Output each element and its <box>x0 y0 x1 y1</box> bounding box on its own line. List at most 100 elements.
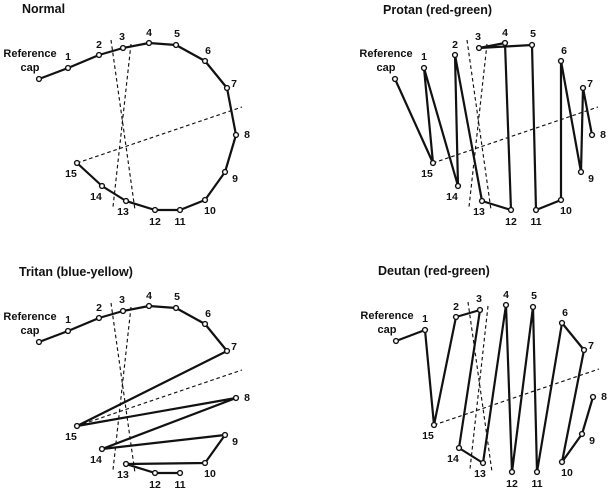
cap-number-label-9: 9 <box>232 436 238 448</box>
cap-number-label-15: 15 <box>422 430 434 442</box>
cap-number-label-3: 3 <box>476 293 482 305</box>
cap-marker-14 <box>454 182 462 190</box>
cap-number-label-2: 2 <box>96 302 102 314</box>
cap-marker-11 <box>176 206 184 214</box>
confusion-axis-line-3 <box>112 43 132 208</box>
confusion-axis-line-1 <box>76 369 243 427</box>
cap-marker-15 <box>430 421 438 429</box>
cap-marker-6 <box>201 57 209 65</box>
reference-cap-label-line2: cap <box>21 62 40 74</box>
panel-deutan: 123 4 56789101112131415ReferencecapDeutan … <box>360 264 607 490</box>
cap-number-label-6: 6 <box>562 307 568 319</box>
cap-number-label-10: 10 <box>204 468 216 480</box>
reference-cap-label-line2: cap <box>21 325 40 337</box>
cap-number-label-13: 13 <box>474 468 486 480</box>
cap-marker-1 <box>420 64 428 72</box>
cap-number-label-12: 12 <box>505 216 517 228</box>
cap-number-label-8: 8 <box>600 129 606 141</box>
cap-marker-5 <box>172 304 180 312</box>
cap-marker-1 <box>421 326 429 334</box>
cap-marker-6 <box>558 319 566 327</box>
cap-number-label-3: 3 <box>119 31 125 43</box>
cap-marker-2 <box>95 314 103 322</box>
cap-marker-13 <box>122 460 130 468</box>
cap-number-label-15: 15 <box>65 168 77 180</box>
cap-marker-9 <box>578 430 586 438</box>
cap-marker-2 <box>452 313 460 321</box>
reference-cap-label-line1: Reference <box>3 311 56 323</box>
cap-marker-1 <box>64 327 72 335</box>
confusion-axis-line-1 <box>76 106 243 164</box>
cap-number-label-2: 2 <box>453 301 459 313</box>
cap-sequence-line <box>393 41 594 212</box>
cap-marker-11 <box>533 468 541 476</box>
cap-marker-2 <box>95 51 103 59</box>
cap-marker-2 <box>451 51 459 59</box>
cap-marker-cap <box>35 75 43 83</box>
reference-cap-label-line1: Reference <box>360 310 413 322</box>
cap-marker-5 <box>528 41 536 49</box>
reference-cap-label-line1: Reference <box>3 48 56 60</box>
cap-marker-7 <box>223 347 231 355</box>
cap-number-label-3: 3 <box>475 31 481 43</box>
cap-marker-15 <box>73 159 81 167</box>
cap-marker-14 <box>455 444 463 452</box>
cap-marker-13 <box>478 197 486 205</box>
cap-number-label-12: 12 <box>149 216 161 228</box>
cap-number-label-9: 9 <box>589 435 595 447</box>
panel-title-tritan: Tritan (blue-yellow) <box>19 265 133 279</box>
cap-number-label-6: 6 <box>205 45 211 57</box>
confusion-axis-line-3 <box>468 43 488 208</box>
cap-marker-10 <box>557 196 565 204</box>
cap-number-label-1: 1 <box>422 313 428 325</box>
cap-marker-15 <box>73 422 81 430</box>
cap-marker-9 <box>221 431 229 439</box>
cap-number-label-12: 12 <box>149 479 161 491</box>
cap-number-label-1: 1 <box>65 51 71 63</box>
cap-marker-10 <box>201 196 209 204</box>
confusion-axis-line-2 <box>466 39 492 211</box>
cap-number-label-7: 7 <box>231 78 237 90</box>
cap-marker-6 <box>557 57 565 65</box>
cap-marker-12 <box>151 206 159 214</box>
cap-marker-12 <box>508 468 516 476</box>
cap-marker-13 <box>122 197 130 205</box>
cap-marker-5 <box>172 41 180 49</box>
cap-sequence-line <box>394 303 595 474</box>
cap-number-label-14: 14 <box>90 191 102 203</box>
cap-marker-7 <box>580 346 588 354</box>
cap-number-label-11: 11 <box>531 478 542 490</box>
cap-sequence-line <box>37 304 238 475</box>
cap-number-label-1: 1 <box>65 314 71 326</box>
cap-number-label-7: 7 <box>588 340 594 352</box>
cap-number-label-2: 2 <box>96 39 102 51</box>
cap-marker-1 <box>64 64 72 72</box>
cap-marker-11 <box>176 469 184 477</box>
cap-marker-3 <box>475 44 483 52</box>
cap-number-label-10: 10 <box>561 467 573 479</box>
cap-number-label-14: 14 <box>447 453 459 465</box>
cap-number-label-13: 13 <box>117 469 129 481</box>
cap-marker-9 <box>221 168 229 176</box>
cap-number-label-6: 6 <box>205 308 211 320</box>
cap-number-label-14: 14 <box>90 454 102 466</box>
cap-number-label-7: 7 <box>587 78 593 90</box>
cap-marker-cap <box>392 337 400 345</box>
cap-marker-3 <box>476 306 484 314</box>
cap-number-label-7: 7 <box>231 341 237 353</box>
cap-marker-13 <box>479 459 487 467</box>
cap-number-label-5: 5 <box>530 28 536 40</box>
cap-number-label-4: 4 <box>502 27 508 39</box>
cap-marker-8 <box>588 131 596 139</box>
cap-number-label-5: 5 <box>531 290 537 302</box>
cap-number-label-4: 4 <box>146 290 152 302</box>
confusion-axis-line-1 <box>433 368 600 426</box>
cap-marker-8 <box>232 131 240 139</box>
cap-number-label-5: 5 <box>174 291 180 303</box>
reference-cap-label-line2: cap <box>377 62 396 74</box>
cap-marker-7 <box>223 84 231 92</box>
cap-number-label-10: 10 <box>204 205 216 217</box>
cap-marker-8 <box>589 393 597 401</box>
cap-number-label-3: 3 <box>119 294 125 306</box>
